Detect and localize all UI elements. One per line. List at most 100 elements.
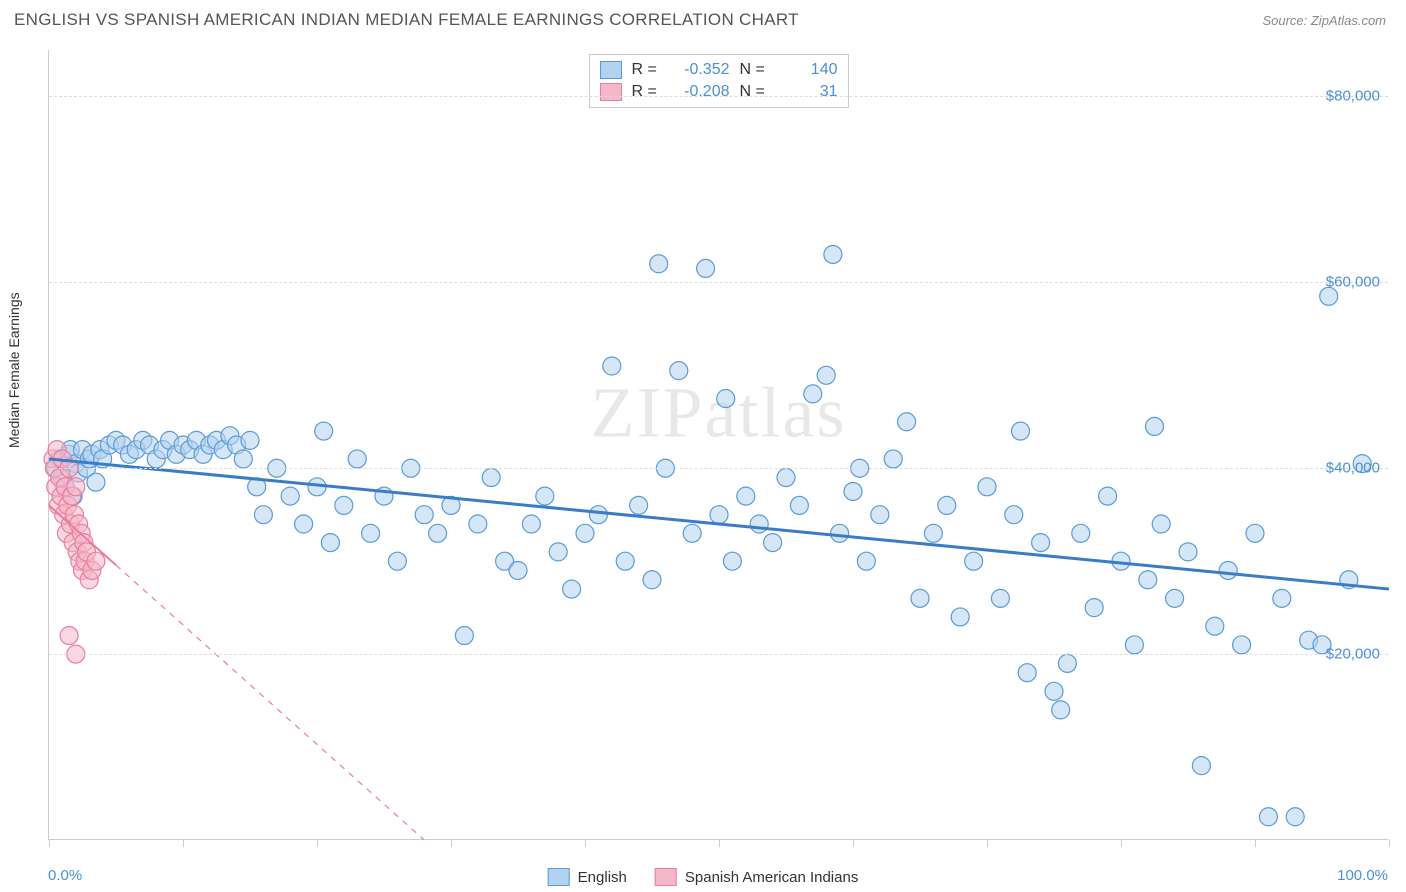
english-point — [348, 450, 366, 468]
english-point — [1005, 506, 1023, 524]
y-tick-label: $40,000 — [1326, 460, 1380, 477]
english-point — [1273, 589, 1291, 607]
english-point — [616, 552, 634, 570]
legend-item-spanish: Spanish American Indians — [655, 868, 858, 886]
english-point — [1139, 571, 1157, 589]
english-point — [723, 552, 741, 570]
english-point — [429, 524, 447, 542]
y-tick-label: $80,000 — [1326, 88, 1380, 105]
english-point — [469, 515, 487, 533]
english-point — [938, 496, 956, 514]
english-point — [804, 385, 822, 403]
english-point — [630, 496, 648, 514]
english-point — [1072, 524, 1090, 542]
spanish-swatch — [655, 868, 677, 886]
legend-item-english: English — [548, 868, 627, 886]
english-point — [1045, 682, 1063, 700]
english-point — [764, 534, 782, 552]
y-tick-label: $20,000 — [1326, 646, 1380, 663]
spanish-point — [67, 478, 85, 496]
x-tick — [317, 839, 318, 847]
english-trendline — [49, 459, 1389, 589]
n-label: N = — [740, 83, 768, 101]
english-point — [1099, 487, 1117, 505]
english-point — [315, 422, 333, 440]
english-point — [750, 515, 768, 533]
x-tick — [853, 839, 854, 847]
english-point — [1125, 636, 1143, 654]
english-point — [1152, 515, 1170, 533]
english-point — [817, 366, 835, 384]
english-point — [254, 506, 272, 524]
spanish-swatch — [600, 83, 622, 101]
x-tick — [1255, 839, 1256, 847]
english-point — [1233, 636, 1251, 654]
english-point — [911, 589, 929, 607]
x-tick — [987, 839, 988, 847]
english-point — [1179, 543, 1197, 561]
english-point — [1032, 534, 1050, 552]
english-point — [1166, 589, 1184, 607]
english-point — [717, 390, 735, 408]
spanish-point — [60, 627, 78, 645]
n-label: N = — [740, 61, 768, 79]
english-point — [1259, 808, 1277, 826]
english-point — [321, 534, 339, 552]
r-value: -0.352 — [670, 61, 730, 79]
grid-line — [49, 468, 1388, 469]
english-swatch — [600, 61, 622, 79]
english-point — [1018, 664, 1036, 682]
chart-plot-area: ZIPatlas R =-0.352N =140R =-0.208N =31 $… — [48, 50, 1388, 840]
x-tick — [183, 839, 184, 847]
english-point — [455, 627, 473, 645]
scatter-plot-svg — [49, 50, 1388, 839]
x-tick — [49, 839, 50, 847]
english-point — [737, 487, 755, 505]
r-value: -0.208 — [670, 83, 730, 101]
series-legend: English Spanish American Indians — [548, 868, 859, 886]
english-point — [576, 524, 594, 542]
english-point — [1146, 417, 1164, 435]
english-point — [1058, 654, 1076, 672]
english-point — [241, 431, 259, 449]
legend-stat-row-english: R = -0.352 N = 140 — [600, 59, 838, 81]
x-tick — [719, 839, 720, 847]
english-point — [1219, 561, 1237, 579]
english-point — [643, 571, 661, 589]
english-point — [509, 561, 527, 579]
english-point — [87, 473, 105, 491]
english-point — [281, 487, 299, 505]
english-point — [978, 478, 996, 496]
x-tick — [1121, 839, 1122, 847]
english-point — [951, 608, 969, 626]
english-point — [549, 543, 567, 561]
correlation-legend: R =-0.352N =140R =-0.208N =31 — [589, 54, 849, 108]
english-point — [898, 413, 916, 431]
chart-title: ENGLISH VS SPANISH AMERICAN INDIAN MEDIA… — [14, 10, 799, 30]
x-tick — [451, 839, 452, 847]
english-point — [697, 259, 715, 277]
legend-label: English — [578, 869, 627, 886]
n-value: 140 — [778, 61, 838, 79]
english-point — [1052, 701, 1070, 719]
r-label: R = — [632, 61, 660, 79]
y-axis-label: Median Female Earnings — [6, 292, 22, 448]
english-point — [871, 506, 889, 524]
english-point — [335, 496, 353, 514]
source-attribution: Source: ZipAtlas.com — [1262, 13, 1386, 28]
english-point — [683, 524, 701, 542]
english-point — [536, 487, 554, 505]
english-point — [482, 469, 500, 487]
legend-stat-row-spanish: R =-0.208N =31 — [600, 81, 838, 103]
english-point — [1085, 599, 1103, 617]
english-point — [777, 469, 795, 487]
english-point — [563, 580, 581, 598]
spanish-point — [87, 552, 105, 570]
english-point — [1192, 757, 1210, 775]
english-point — [844, 482, 862, 500]
english-point — [1012, 422, 1030, 440]
english-point — [295, 515, 313, 533]
grid-line — [49, 282, 1388, 283]
legend-label: Spanish American Indians — [685, 869, 858, 886]
english-swatch — [548, 868, 570, 886]
